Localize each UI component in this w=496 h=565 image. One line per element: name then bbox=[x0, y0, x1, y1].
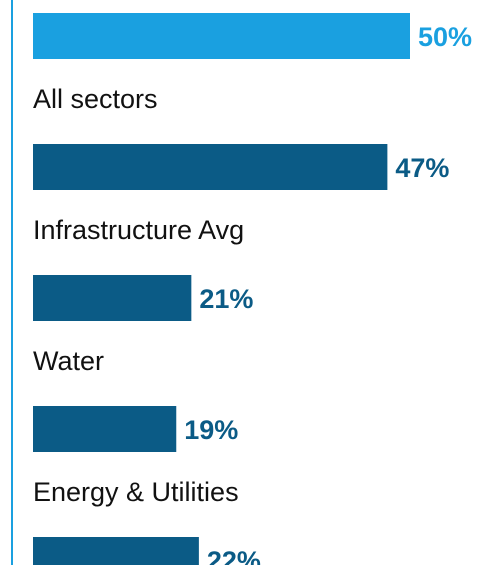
category-label: Energy & Utilities bbox=[33, 477, 239, 507]
category-label: Water bbox=[33, 346, 104, 376]
value-label: 50% bbox=[418, 22, 472, 52]
bar bbox=[33, 406, 177, 452]
bar bbox=[33, 13, 410, 59]
bar bbox=[33, 144, 388, 190]
value-label: 47% bbox=[395, 153, 449, 183]
value-label: 22% bbox=[207, 546, 261, 565]
category-label: Infrastructure Avg bbox=[33, 215, 244, 245]
category-label: All sectors bbox=[33, 84, 158, 114]
value-label: 21% bbox=[199, 284, 253, 314]
value-label: 19% bbox=[184, 415, 238, 445]
bar bbox=[33, 537, 199, 565]
bar bbox=[33, 275, 192, 321]
